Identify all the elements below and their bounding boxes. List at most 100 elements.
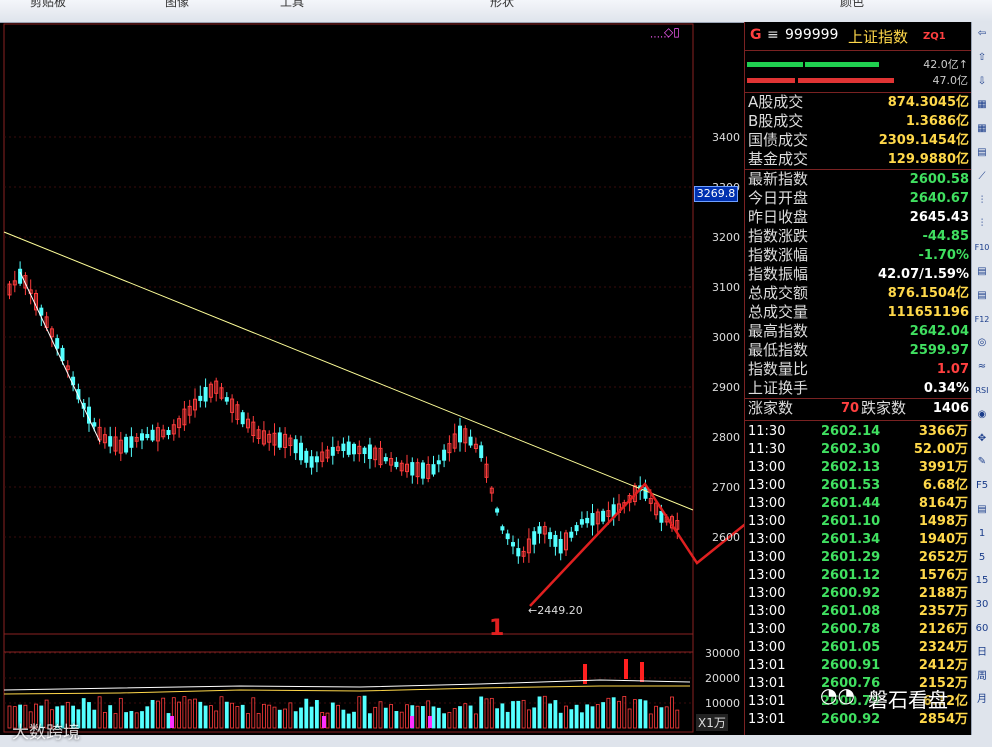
volume-bar (373, 706, 378, 729)
toolbar-button[interactable]: ⫶ (980, 194, 984, 206)
adv-label: 涨家数 (748, 399, 794, 417)
toolbar-button[interactable]: ⇦ (977, 28, 987, 39)
candle-body (208, 383, 213, 398)
candle-body (336, 446, 341, 452)
toolbar-button[interactable]: 月 (977, 694, 987, 706)
volume-bar (527, 709, 531, 729)
toolbar-button[interactable]: ⇧ (977, 51, 987, 63)
volume-bar (420, 706, 425, 729)
toolbar-button[interactable]: ▤ (977, 504, 987, 515)
toolbar-button[interactable]: 5 (978, 551, 986, 563)
chart-top-icons[interactable]: ◇▯ (664, 25, 680, 39)
tick-row: 13:00 2601.08 2357万 (745, 603, 972, 621)
up-bar-label: 42.0亿↑ (923, 58, 968, 71)
stat-row: 今日开盘 2640.67 (745, 189, 972, 208)
toolbar-button[interactable]: ⇩ (977, 75, 987, 87)
candle-body (161, 429, 166, 438)
toolbar-button[interactable]: ⫶ (980, 218, 984, 230)
toolbar-button[interactable]: ✥ (977, 432, 987, 444)
volume-bar (537, 696, 542, 729)
menu-image[interactable]: 图像 (165, 0, 190, 9)
candle-body (92, 422, 97, 427)
volume-bar (378, 701, 383, 729)
toolbar-button[interactable]: F5 (975, 480, 989, 492)
tick-row: 13:00 2601.44 8164万 (745, 495, 972, 513)
buy-sell-bars: 42.0亿↑ 47.0亿 (745, 51, 972, 93)
turnover-label: 国债成交 (748, 131, 809, 149)
toolbar-button[interactable]: 30 (975, 599, 989, 611)
candle-body (49, 328, 54, 338)
toolbar-button[interactable]: 15 (975, 575, 989, 587)
stat-label: 最低指数 (748, 341, 809, 359)
candle-body (219, 387, 224, 399)
tick-price: 2601.12 (821, 568, 881, 583)
stat-value: -44.85 (922, 229, 969, 244)
toolbar-button[interactable]: ▤ (977, 266, 987, 277)
stat-value: 42.07/1.59% (878, 267, 969, 282)
candle-body (595, 511, 600, 525)
volume-bar (198, 701, 203, 729)
wave-zigzag (529, 481, 744, 607)
candle-body (500, 526, 505, 531)
toolbar-button[interactable]: ◎ (977, 337, 987, 349)
tick-price: 2600.76 (821, 676, 881, 691)
breadth-row: 涨家数 70 跌家数 1406 (745, 399, 972, 421)
tick-amount: 6.12亿 (922, 694, 968, 709)
toolbar-button[interactable]: ✎ (977, 456, 987, 468)
toolbar-button[interactable]: ▤ (977, 289, 987, 301)
candle-body (108, 436, 113, 447)
index-code: 999999 (785, 27, 839, 43)
toolbar-button[interactable]: F10 (974, 243, 990, 253)
tick-time: 13:00 (748, 586, 786, 601)
volume-bar (214, 710, 219, 729)
toolbar-button[interactable]: ▤ (977, 147, 987, 158)
volume-marker (322, 716, 326, 728)
volume-bar (283, 708, 288, 729)
menu-shapes[interactable]: 形状 (490, 0, 515, 9)
toolbar-button[interactable]: ◉ (977, 408, 987, 420)
volume-ma-white (3, 679, 691, 691)
stat-row: 指数振幅 42.07/1.59% (745, 265, 972, 284)
volume-bar (23, 704, 28, 729)
toolbar-button[interactable]: 周 (977, 670, 987, 682)
volume-bar (150, 699, 155, 729)
volume-bar (357, 696, 362, 729)
group-icon[interactable]: G (750, 27, 762, 43)
kline-svg: 3400330032003100300029002800270026003000… (3, 23, 744, 733)
stat-row: 总成交量 111651196 (745, 303, 972, 322)
toolbar-button[interactable]: ≈ (977, 361, 987, 373)
toolbar-button[interactable]: 1 (978, 527, 986, 539)
volume-bar (177, 701, 182, 729)
volume-bar (341, 709, 346, 729)
candle-body (346, 441, 351, 455)
menu-colors[interactable]: 颜色 (840, 0, 865, 9)
menu-clipboard[interactable]: 剪贴板 (30, 0, 67, 9)
volume-bar (325, 712, 330, 729)
candle-body (590, 513, 595, 526)
volume-bar (447, 712, 452, 729)
kline-chart[interactable]: 3400330032003100300029002800270026003000… (0, 22, 816, 735)
toolbar-button[interactable]: 60 (975, 623, 989, 634)
toolbar-button[interactable]: F12 (974, 314, 990, 324)
tick-time: 13:01 (748, 676, 786, 691)
volume-bar (654, 705, 658, 729)
toolbar-button[interactable]: 日 (977, 646, 987, 658)
toolbar-button[interactable]: ▦ (977, 99, 987, 111)
toolbar-button[interactable]: ⟋ (978, 170, 986, 182)
toolbar-button[interactable]: RSI (975, 386, 989, 395)
volume-bar (479, 696, 484, 729)
volume-bar (50, 709, 54, 729)
candle-body (495, 508, 500, 513)
tick-amount: 2324万 (918, 640, 968, 655)
candle-body (7, 283, 12, 296)
candle-body (526, 538, 531, 554)
candle-body (505, 533, 510, 540)
toolbar-button[interactable]: ▦ (977, 123, 987, 135)
menu-tools[interactable]: 工具 (280, 0, 305, 9)
tick-price: 2601.29 (821, 550, 881, 565)
candle-body (357, 445, 362, 455)
chart-top-dots: ⋯⋯ (650, 32, 670, 43)
menu-icon[interactable]: ≡ (767, 27, 779, 43)
candle-body (378, 447, 383, 466)
status-bar (0, 735, 992, 747)
